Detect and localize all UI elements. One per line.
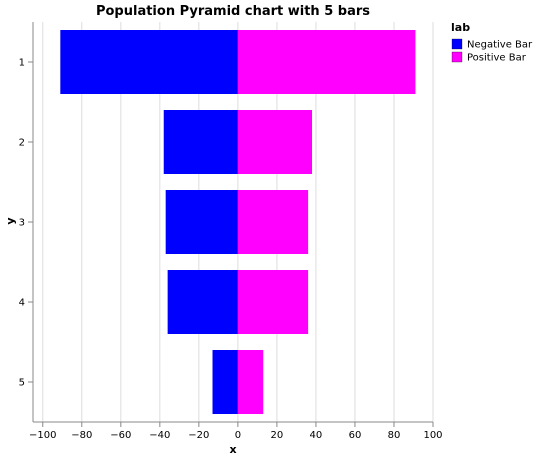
x-tick-label: 60 — [349, 430, 362, 441]
bars — [60, 30, 416, 414]
x-tick-label: −80 — [71, 430, 92, 441]
y-tick-label: 2 — [19, 138, 25, 149]
negative-bar-bar-4 — [167, 270, 238, 334]
positive-bar-bar-3 — [237, 190, 309, 254]
x-tick-label: 80 — [388, 430, 401, 441]
positive-bar-bar-5 — [237, 350, 264, 414]
x-tick-label: −60 — [110, 430, 131, 441]
negative-bar-bar-2 — [163, 110, 238, 174]
legend-swatch — [451, 51, 463, 63]
negative-bar-bar-3 — [165, 190, 238, 254]
x-tick-label: −100 — [29, 430, 56, 441]
y-axis-title: y — [4, 217, 17, 224]
y-tick-label: 3 — [19, 218, 25, 229]
x-tick-label: 100 — [423, 430, 442, 441]
x-tick-label: 20 — [271, 430, 284, 441]
legend-title: lab — [451, 21, 470, 34]
y-tick-label: 4 — [19, 298, 25, 309]
chart-title: Population Pyramid chart with 5 bars — [96, 4, 370, 19]
y-tick-label: 1 — [19, 58, 25, 69]
x-tick-label: −20 — [188, 430, 209, 441]
legend-label: Negative Bar — [467, 40, 533, 51]
positive-bar-bar-4 — [237, 270, 309, 334]
legend: lab Negative Bar Positive Bar — [451, 21, 533, 64]
axes: −100 −80 −60 −40 −20 0 20 40 60 80 100 1 2 3 4 5 — [19, 22, 443, 441]
legend-label: Positive Bar — [467, 53, 527, 64]
negative-bar-bar-5 — [212, 350, 238, 414]
legend-swatch — [451, 38, 463, 50]
x-axis-title: x — [229, 443, 236, 456]
x-tick-label: 40 — [310, 430, 323, 441]
x-tick-label: −40 — [149, 430, 170, 441]
negative-bar-bar-1 — [60, 30, 238, 94]
positive-bar-bar-2 — [237, 110, 313, 174]
positive-bar-bar-1 — [237, 30, 416, 94]
y-tick-label: 5 — [19, 378, 25, 389]
x-tick-label: 0 — [235, 430, 241, 441]
